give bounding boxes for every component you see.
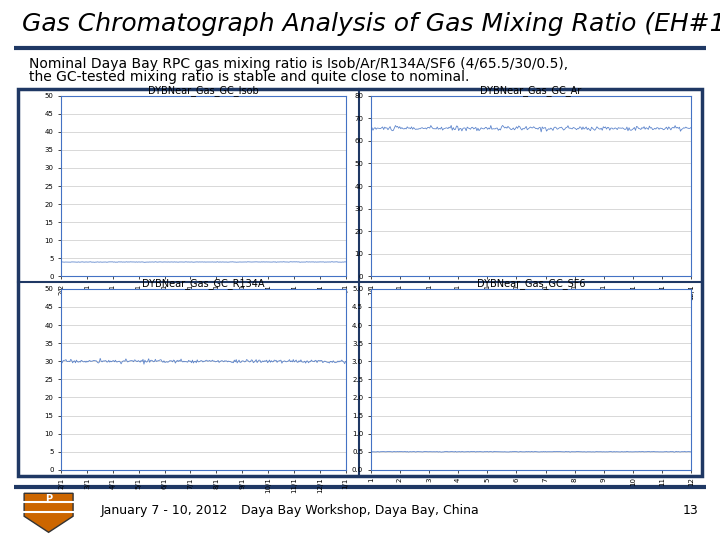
- Title: DYBNear_Gas_GC_SF6: DYBNear_Gas_GC_SF6: [477, 278, 585, 289]
- Text: Daya Bay Workshop, Daya Bay, China: Daya Bay Workshop, Daya Bay, China: [241, 504, 479, 517]
- Text: January 7 - 10, 2012: January 7 - 10, 2012: [101, 504, 228, 517]
- Title: DYBNear_Gas_GC_Isob: DYBNear_Gas_GC_Isob: [148, 85, 258, 96]
- Text: the GC-tested mixing ratio is stable and quite close to nominal.: the GC-tested mixing ratio is stable and…: [29, 70, 469, 84]
- Text: Nominal Daya Bay RPC gas mixing ratio is Isob/Ar/R134A/SF6 (4/65.5/30/0.5),: Nominal Daya Bay RPC gas mixing ratio is…: [29, 57, 568, 71]
- Text: P: P: [45, 494, 52, 504]
- Text: 13: 13: [683, 504, 698, 517]
- Title: DYBNear_Gas_GC_R134A: DYBNear_Gas_GC_R134A: [142, 278, 265, 289]
- Title: DYBNear_Gas_GC_Ar: DYBNear_Gas_GC_Ar: [480, 85, 582, 96]
- Text: Gas Chromatograph Analysis of Gas Mixing Ratio (EH#1): Gas Chromatograph Analysis of Gas Mixing…: [22, 12, 720, 36]
- Polygon shape: [24, 494, 73, 532]
